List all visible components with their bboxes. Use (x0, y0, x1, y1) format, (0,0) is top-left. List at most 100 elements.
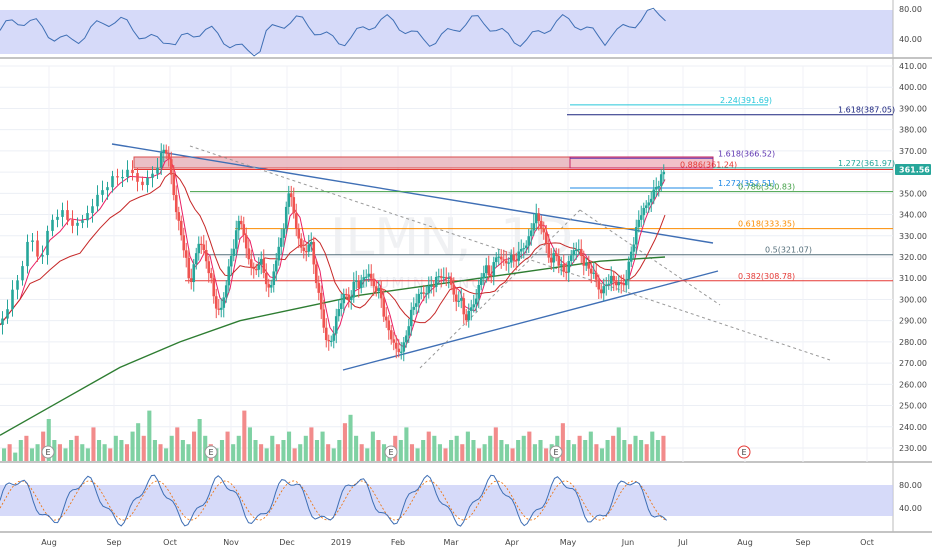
candle-body (199, 243, 203, 246)
candle-body (257, 264, 261, 270)
volume-bar (382, 444, 387, 461)
volume-bar (46, 419, 51, 461)
candle-body (374, 286, 378, 292)
volume-bar (415, 448, 420, 461)
candle-body (96, 194, 99, 207)
candle-body (212, 278, 216, 297)
candle-body (627, 261, 631, 280)
candle-body (167, 153, 171, 160)
candle-body (6, 309, 9, 319)
volume-bar (259, 444, 264, 461)
candle-body (577, 248, 581, 251)
candle-body (617, 282, 621, 286)
stoch-panel: 80.00 40.00 (0, 474, 922, 527)
candle-body (151, 173, 154, 178)
candle-body (192, 264, 196, 283)
volume-bar (510, 448, 515, 461)
candle-body (232, 248, 236, 256)
candle-body (417, 293, 421, 304)
candle-body (397, 348, 401, 353)
candle-body (146, 177, 149, 186)
candle-body (547, 243, 551, 258)
volume-bar (247, 427, 252, 461)
candle-body (372, 278, 376, 287)
candle-body (642, 207, 646, 216)
candle-body (467, 310, 471, 321)
candle-body (622, 283, 626, 286)
candle-body (314, 264, 318, 284)
candle-body (51, 219, 54, 231)
candle-body (156, 167, 159, 174)
volume-bar (24, 435, 29, 461)
candle-body (534, 213, 538, 224)
volume-bar (504, 444, 510, 461)
volume-bar (432, 435, 437, 461)
candle-body (91, 206, 94, 214)
month-label: Aug (737, 538, 753, 547)
candle-body (36, 240, 39, 257)
candle-body (597, 279, 601, 290)
candle-body (407, 326, 411, 336)
volume-bar (499, 440, 504, 461)
earnings-marker (204, 445, 218, 459)
candle-body (614, 281, 618, 286)
candle-body (287, 193, 291, 207)
candle-body (542, 228, 546, 233)
candle-body (204, 249, 208, 262)
volume-bar (175, 427, 180, 461)
price-tick: 340.00 (899, 211, 927, 220)
volume-bar (136, 423, 141, 461)
volume-bar (219, 440, 225, 461)
candle-body (227, 266, 231, 286)
last-price-label: 361.56 (899, 166, 930, 175)
candle-body (634, 227, 638, 245)
candle-body (422, 292, 426, 294)
rsi-line (0, 7, 666, 57)
volume-bar (314, 440, 320, 461)
volume-bar (376, 440, 381, 461)
candle-body (229, 255, 233, 267)
volume-bar (611, 435, 616, 461)
volume-bar (465, 431, 470, 461)
candle-body (517, 251, 521, 261)
candle-body (111, 176, 114, 188)
volume-bar (544, 448, 549, 461)
candle-body (602, 286, 606, 294)
price-tick: 240.00 (899, 423, 927, 432)
candle-body (284, 206, 288, 229)
volume-bar (18, 440, 23, 461)
candle-body (559, 264, 563, 266)
price-tick: 390.00 (899, 104, 927, 113)
candle-body (552, 253, 556, 263)
candle-body (399, 351, 403, 353)
price-tick: 350.00 (899, 189, 927, 198)
candle-body (599, 289, 603, 294)
earnings-label: E (388, 448, 393, 457)
candle-body (554, 253, 558, 256)
candle-body (457, 300, 461, 302)
candle-body (504, 260, 508, 264)
volume-bar (421, 440, 426, 461)
candle-body (389, 330, 393, 340)
candle-body (237, 220, 241, 231)
candle-body (214, 296, 218, 309)
candle-body (629, 251, 633, 262)
candle-body (649, 198, 653, 203)
volume-bar (264, 448, 269, 461)
candle-body (482, 273, 486, 279)
downtrend-line (111, 143, 714, 244)
rsi-tick: 40.00 (899, 35, 922, 44)
candle-body (294, 213, 298, 229)
candle-body (567, 261, 571, 273)
volume-bar (348, 414, 353, 461)
candle-body (352, 281, 356, 298)
candle-body (317, 283, 321, 293)
month-label: Apr (505, 538, 520, 547)
volume-bar (275, 444, 280, 461)
volume-bar (2, 448, 7, 461)
candle-body (587, 263, 591, 269)
price-tick: 370.00 (899, 147, 927, 156)
volume-bar (404, 427, 409, 461)
candle-body (247, 248, 251, 260)
volume-bar (141, 435, 146, 461)
